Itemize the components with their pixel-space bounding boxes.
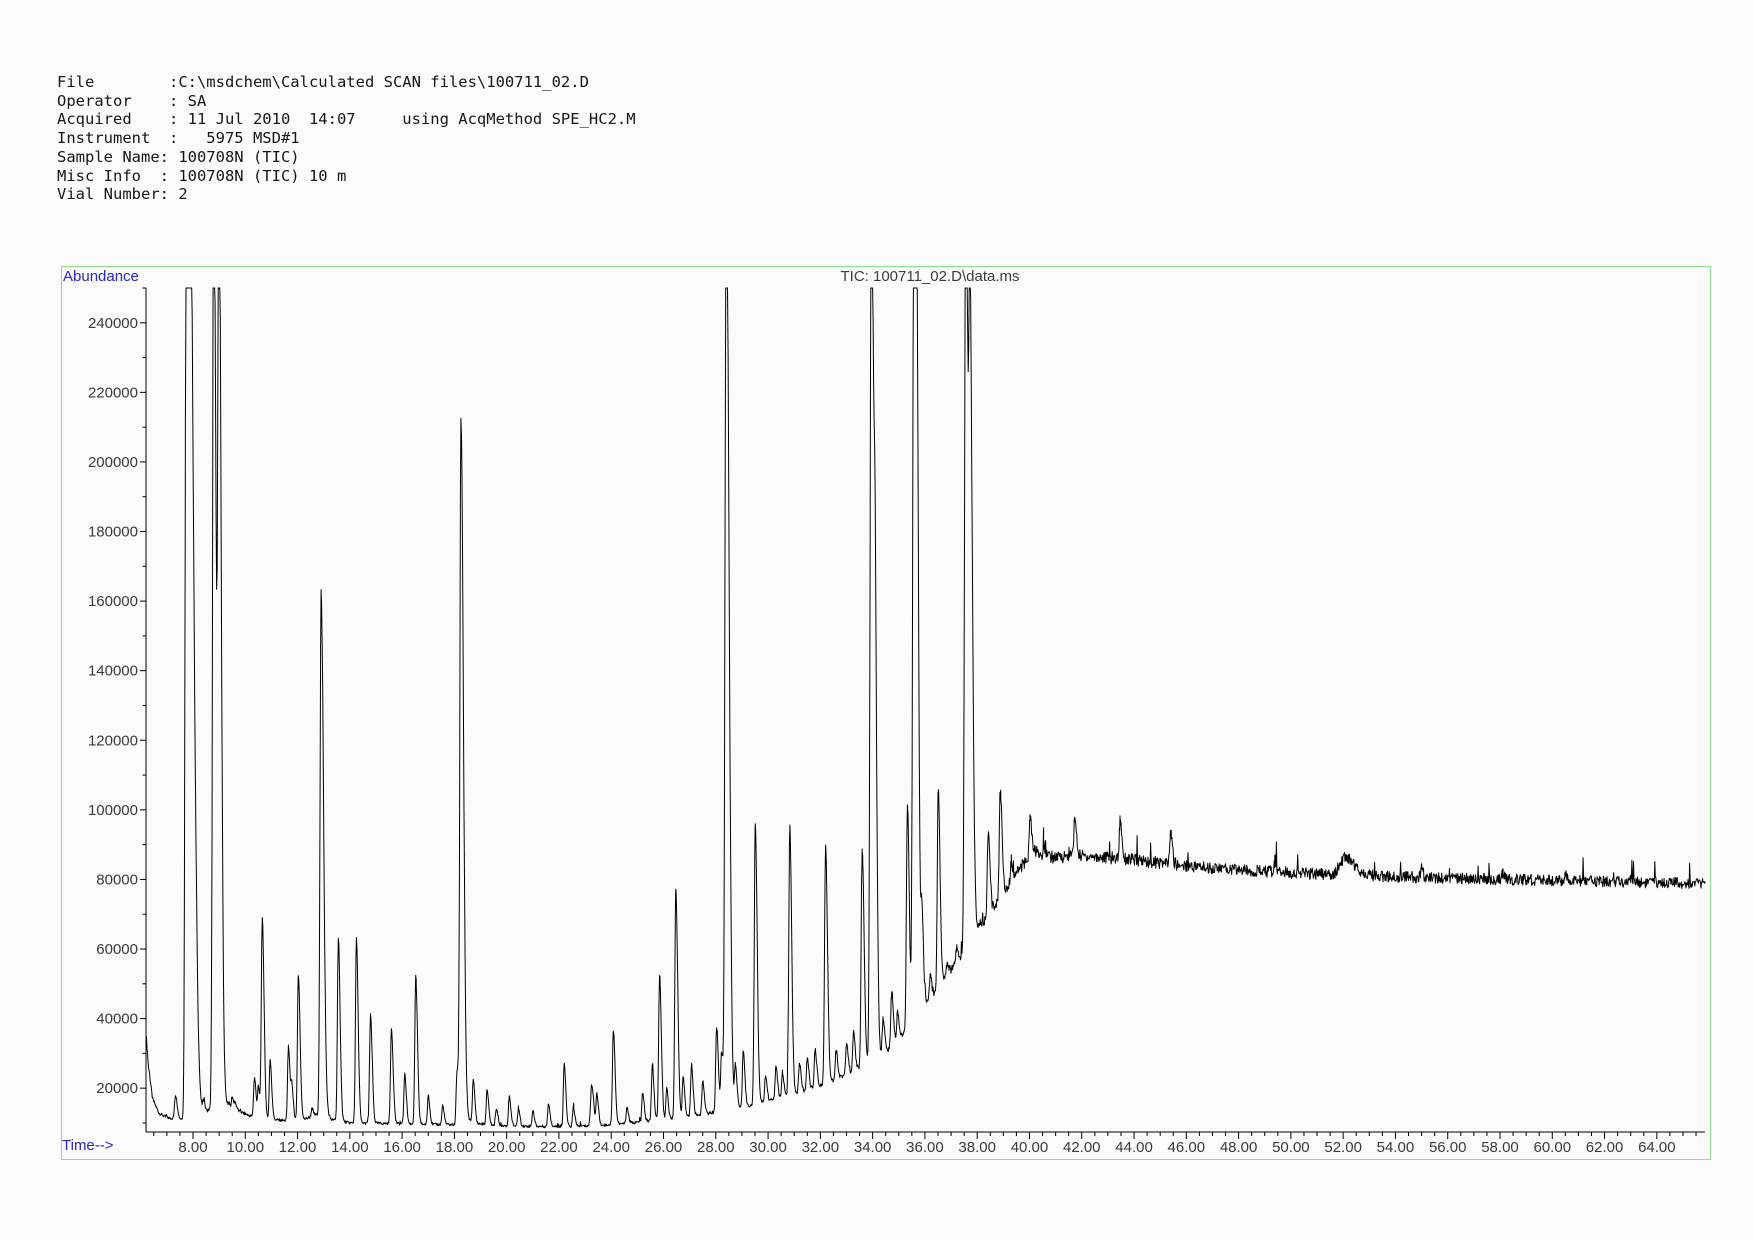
tic-trace — [145, 287, 1706, 1129]
tick-label: 12.00 — [279, 1139, 317, 1156]
tick-label: 32.00 — [802, 1139, 840, 1156]
tick-label: 10.00 — [227, 1139, 265, 1156]
tick-label: 50.00 — [1272, 1139, 1310, 1156]
tick-label: 36.00 — [906, 1139, 944, 1156]
tick-label: 100000 — [88, 802, 138, 819]
tick-label: 24.00 — [592, 1139, 630, 1156]
tick-label: 26.00 — [645, 1139, 683, 1156]
tick-label: 200000 — [88, 454, 138, 471]
tick-label: 38.00 — [958, 1139, 996, 1156]
axes — [145, 288, 1705, 1133]
file-info-line: File :C:\msdchem\Calculated SCAN files\1… — [57, 73, 589, 91]
tick-label: 120000 — [88, 732, 138, 749]
tick-label: 52.00 — [1324, 1139, 1362, 1156]
tick-label: 62.00 — [1586, 1139, 1624, 1156]
axis-tick-labels: 20000 40000 60000 80000 100000 120000 140000 16… — [88, 315, 1676, 1156]
file-info-line: Sample Name: 100708N (TIC) — [57, 147, 300, 166]
tick-label: 56.00 — [1429, 1139, 1467, 1156]
tick-label: 240000 — [88, 315, 138, 332]
tick-label: 140000 — [88, 663, 138, 680]
chromatogram-panel — [61, 266, 1711, 1160]
file-info-line: Operator : SA — [57, 91, 207, 110]
tick-label: 54.00 — [1377, 1139, 1415, 1156]
tick-label: 20000 — [96, 1080, 138, 1097]
file-info-line: Vial Number: 2 — [57, 185, 188, 204]
tick-label: 60000 — [96, 941, 138, 958]
tick-label: 40000 — [96, 1011, 138, 1028]
tick-label: 8.00 — [178, 1139, 207, 1156]
tic-trace-line — [145, 287, 1706, 1129]
axis-ticks — [140, 287, 1697, 1139]
tick-label: 30.00 — [749, 1139, 787, 1156]
tick-label: 80000 — [96, 871, 138, 888]
tick-label: 160000 — [88, 593, 138, 610]
y-axis-title: Abundance — [63, 268, 139, 285]
tick-label: 16.00 — [383, 1139, 421, 1156]
tick-label: 34.00 — [854, 1139, 892, 1156]
tick-label: 40.00 — [1011, 1139, 1049, 1156]
tick-label: 180000 — [88, 524, 138, 541]
file-info-block: File :C:\msdchem\Calculated SCAN files\1… — [57, 73, 636, 204]
file-info-line: Acquired : 11 Jul 2010 14:07 using AcqMe… — [57, 110, 636, 129]
tick-label: 14.00 — [331, 1139, 369, 1156]
tick-label: 60.00 — [1534, 1139, 1572, 1156]
tick-label: 64.00 — [1638, 1139, 1676, 1156]
chart-title: TIC: 100711_02.D\data.ms — [840, 268, 1020, 285]
tick-label: 44.00 — [1115, 1139, 1153, 1156]
tick-label: 42.00 — [1063, 1139, 1101, 1156]
tick-label: 48.00 — [1220, 1139, 1258, 1156]
x-axis-title: Time--> — [62, 1137, 114, 1154]
file-info-line: Misc Info : 100708N (TIC) 10 m — [57, 166, 347, 185]
tick-label: 58.00 — [1481, 1139, 1519, 1156]
tick-label: 28.00 — [697, 1139, 735, 1156]
tick-label: 46.00 — [1168, 1139, 1206, 1156]
tick-label: 20.00 — [488, 1139, 526, 1156]
tick-label: 18.00 — [436, 1139, 474, 1156]
file-info-line: Instrument : 5975 MSD#1 — [57, 129, 300, 148]
tick-label: 22.00 — [540, 1139, 578, 1156]
tick-label: 220000 — [88, 384, 138, 401]
